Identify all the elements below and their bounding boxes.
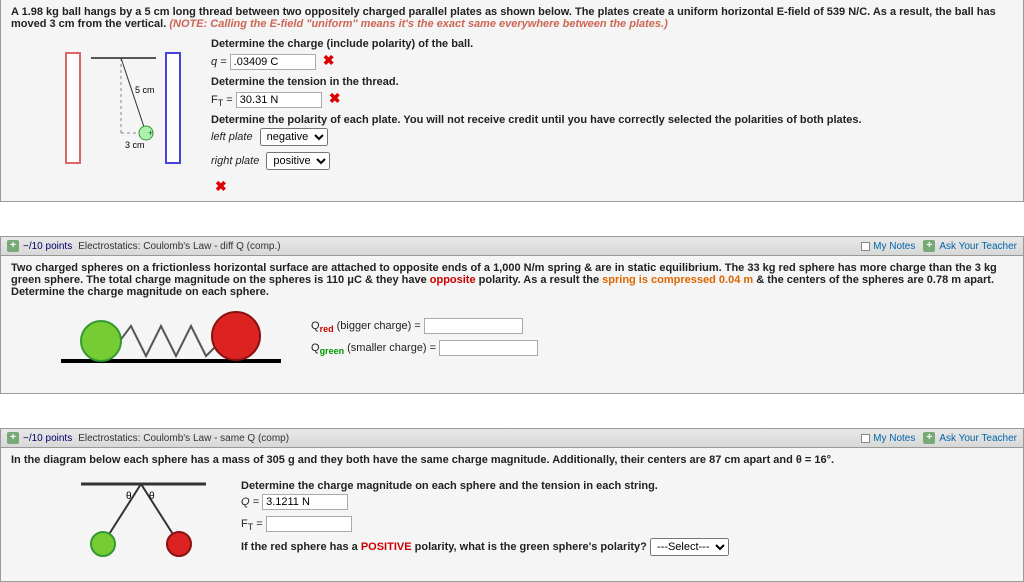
q3-diagram: θ θ bbox=[51, 474, 221, 567]
svg-text:+: + bbox=[148, 128, 153, 138]
q1-diag-3cm: 3 cm bbox=[125, 140, 145, 150]
q2-qred-input[interactable] bbox=[424, 318, 523, 334]
q1-right-select[interactable]: positive bbox=[266, 152, 330, 170]
q1-ft-input[interactable] bbox=[236, 92, 322, 108]
q1-diag-5cm: 5 cm bbox=[135, 85, 155, 95]
q1-prompt: A 1.98 kg ball hangs by a 5 cm long thre… bbox=[11, 6, 1013, 30]
q1-q-eq: q = bbox=[211, 56, 230, 68]
wrong-icon: ✖ bbox=[323, 52, 335, 68]
svg-text:θ: θ bbox=[149, 491, 155, 502]
q2-qred-label: Qred (bigger charge) = bbox=[311, 320, 424, 332]
ask-teacher-link[interactable]: Ask Your Teacher bbox=[939, 433, 1017, 444]
plus-icon[interactable]: + bbox=[923, 240, 935, 252]
question-3: In the diagram below each sphere has a m… bbox=[0, 448, 1024, 582]
q1-fields: Determine the charge (include polarity) … bbox=[211, 30, 862, 195]
q3-fields: Determine the charge magnitude on each s… bbox=[241, 466, 729, 556]
my-notes-link[interactable]: My Notes bbox=[873, 433, 915, 444]
q3-q-eq: Q = bbox=[241, 496, 262, 508]
ask-teacher-link[interactable]: Ask Your Teacher bbox=[939, 241, 1017, 252]
q2-qgreen-input[interactable] bbox=[439, 340, 538, 356]
wrong-icon: ✖ bbox=[215, 178, 862, 195]
q1-partC: Determine the polarity of each plate. Yo… bbox=[211, 114, 862, 126]
q1-partA: Determine the charge (include polarity) … bbox=[211, 38, 862, 50]
q1-diagram: + 5 cm 3 cm bbox=[51, 38, 191, 181]
q3-pol-line: If the red sphere has a POSITIVE polarit… bbox=[241, 538, 729, 556]
wrong-icon: ✖ bbox=[329, 90, 341, 106]
expand-icon[interactable]: + bbox=[7, 240, 19, 252]
q1-ft-eq: FT = bbox=[211, 94, 236, 106]
q3-header: 3. + −/10 points Electrostatics: Coulomb… bbox=[0, 428, 1024, 448]
q3-points: −/10 points bbox=[23, 433, 72, 444]
checkbox-icon[interactable] bbox=[861, 434, 870, 443]
q3-prompt: In the diagram below each sphere has a m… bbox=[11, 454, 1013, 466]
q2-fields: Qred (bigger charge) = Qgreen (smaller c… bbox=[311, 298, 538, 362]
q2-qgreen-label: Qgreen (smaller charge) = bbox=[311, 342, 439, 354]
q1-note: (NOTE: Calling the E-field "uniform" mea… bbox=[169, 18, 667, 30]
q2-topic: Electrostatics: Coulomb's Law - diff Q (… bbox=[78, 241, 861, 252]
q3-ft-input[interactable] bbox=[266, 516, 352, 532]
expand-icon[interactable]: + bbox=[7, 432, 19, 444]
q3-ft-eq: FT = bbox=[241, 518, 266, 530]
q3-q-input[interactable] bbox=[262, 494, 348, 510]
q2-header: 3. + −/10 points Electrostatics: Coulomb… bbox=[0, 236, 1024, 256]
q2-points: −/10 points bbox=[23, 241, 72, 252]
checkbox-icon[interactable] bbox=[861, 242, 870, 251]
question-1: A 1.98 kg ball hangs by a 5 cm long thre… bbox=[0, 0, 1024, 202]
svg-text:θ: θ bbox=[126, 491, 132, 502]
q1-left-label: left plate bbox=[211, 131, 253, 143]
q3-topic: Electrostatics: Coulomb's Law - same Q (… bbox=[78, 433, 861, 444]
q3-det: Determine the charge magnitude on each s… bbox=[241, 480, 729, 492]
q3-polarity-select[interactable]: ---Select--- bbox=[650, 538, 729, 556]
q2-diagram bbox=[51, 306, 291, 379]
question-2: Two charged spheres on a frictionless ho… bbox=[0, 256, 1024, 394]
plus-icon[interactable]: + bbox=[923, 432, 935, 444]
q1-left-select[interactable]: negative bbox=[260, 128, 328, 146]
q1-partB: Determine the tension in the thread. bbox=[211, 76, 862, 88]
q1-q-input[interactable] bbox=[230, 54, 316, 70]
q1-right-label: right plate bbox=[211, 155, 259, 167]
q2-prompt: Two charged spheres on a frictionless ho… bbox=[11, 262, 1013, 298]
my-notes-link[interactable]: My Notes bbox=[873, 241, 915, 252]
